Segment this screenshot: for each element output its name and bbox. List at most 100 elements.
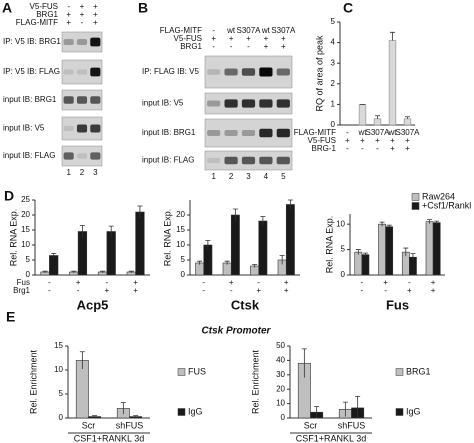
x-row-value: + <box>383 278 388 287</box>
error-bar <box>108 225 114 237</box>
legend-label: FUS <box>188 366 206 376</box>
error-bar <box>42 270 48 273</box>
x-row-value: + <box>133 278 138 287</box>
blot-band <box>224 130 238 136</box>
x-row-value: + <box>133 286 138 295</box>
x-row-label: Brg1 <box>13 286 30 295</box>
error-bar <box>410 253 416 261</box>
blot-band <box>63 96 74 104</box>
error-bar <box>403 247 409 257</box>
bar <box>230 214 240 276</box>
blot-band <box>259 128 273 138</box>
x-row-value: + <box>360 136 365 145</box>
bar <box>378 223 386 276</box>
error-bar <box>232 208 238 221</box>
legend-label: +Csf1/Rankl <box>422 200 471 210</box>
blot-band <box>241 99 256 108</box>
x-row-value: + <box>105 286 110 295</box>
blot-band <box>207 130 221 136</box>
x-row-value: - <box>77 286 80 295</box>
group-label: CSF1+RANKL 3d <box>74 433 144 443</box>
x-row-label: V5-FUS <box>308 136 336 145</box>
bar <box>106 231 116 276</box>
x-row-value: - <box>106 278 109 287</box>
legend-swatch <box>177 408 186 416</box>
x-row-value: + <box>431 278 436 287</box>
x-row-value: - <box>48 278 51 287</box>
x-row-value: - <box>376 144 379 153</box>
x-row-value: + <box>76 278 81 287</box>
x-row-value: - <box>361 286 364 295</box>
condition-value: + <box>246 34 251 43</box>
legend-swatch <box>177 368 186 376</box>
blot-row-label: input IB: FLAG <box>142 156 194 165</box>
x-row-value: S307A <box>365 128 390 137</box>
error-bar <box>92 415 98 418</box>
blot-band <box>63 39 74 45</box>
y-tick-label: 20 <box>276 384 285 393</box>
error-bar <box>314 406 320 418</box>
blot-band <box>241 68 256 76</box>
x-tick-label: Scr <box>304 420 318 430</box>
lane-number: 4 <box>264 172 269 181</box>
y-tick-label: 10 <box>54 365 63 374</box>
y-tick-label: 10 <box>276 399 285 408</box>
lane-number: 3 <box>246 172 251 181</box>
blot-band <box>76 124 88 133</box>
error-bar <box>100 270 106 273</box>
legend-swatch <box>411 202 420 210</box>
condition-value: + <box>66 18 71 27</box>
error-bar <box>197 260 203 265</box>
error-bar <box>79 351 85 370</box>
blot-band <box>76 96 88 104</box>
condition-name: V5-FUS <box>174 34 202 43</box>
condition-value: + <box>229 34 234 43</box>
error-bar <box>355 249 361 255</box>
x-row-value: + <box>256 286 261 295</box>
y-tick-label: 15 <box>176 225 185 234</box>
blot-band <box>276 68 290 76</box>
condition-value: + <box>93 10 98 19</box>
x-row-value: + <box>390 136 395 145</box>
error-bar <box>375 115 380 119</box>
y-tick-label: 5 <box>331 17 336 26</box>
blot-band <box>259 99 273 108</box>
blot-band <box>63 69 74 75</box>
x-tick-label: shFUS <box>116 420 144 430</box>
blot-band <box>76 69 88 75</box>
blot-band <box>207 157 221 164</box>
x-row-label: FLAG-MITF <box>294 128 336 137</box>
bar <box>385 226 394 276</box>
y-tick-label: 50 <box>276 341 285 350</box>
condition-value: + <box>211 34 216 43</box>
error-bar <box>133 415 139 418</box>
x-row-value: - <box>202 278 205 287</box>
lane-number: 1 <box>66 168 71 177</box>
legend-label: IgG <box>406 406 421 416</box>
x-row-value: - <box>384 286 387 295</box>
condition-value: S307A <box>271 26 296 35</box>
bar <box>403 118 412 126</box>
blot-band <box>276 128 290 138</box>
y-tick-label: 15 <box>21 225 30 234</box>
blot-band <box>224 99 238 108</box>
y-tick-label: 2 <box>331 79 336 88</box>
x-row-value: - <box>408 278 411 287</box>
x-row-value: - <box>346 128 349 137</box>
condition-value: + <box>80 2 85 11</box>
bar <box>285 204 295 276</box>
blot-row-label: input IB: BRG1 <box>3 95 57 104</box>
x-row-value: - <box>257 278 260 287</box>
blot-band <box>224 68 238 76</box>
x-row-value: + <box>229 278 234 287</box>
y-axis-label: Rel. RNA Exp. <box>324 216 334 274</box>
x-row-value: + <box>390 144 395 153</box>
condition-value: - <box>230 42 233 51</box>
bar <box>77 231 88 276</box>
condition-value: + <box>93 2 98 11</box>
x-axis-label: Fus <box>386 297 409 312</box>
blot-band <box>90 67 101 77</box>
bar <box>358 104 367 126</box>
y-tick-label: 15 <box>54 341 63 350</box>
condition-value: + <box>80 10 85 19</box>
